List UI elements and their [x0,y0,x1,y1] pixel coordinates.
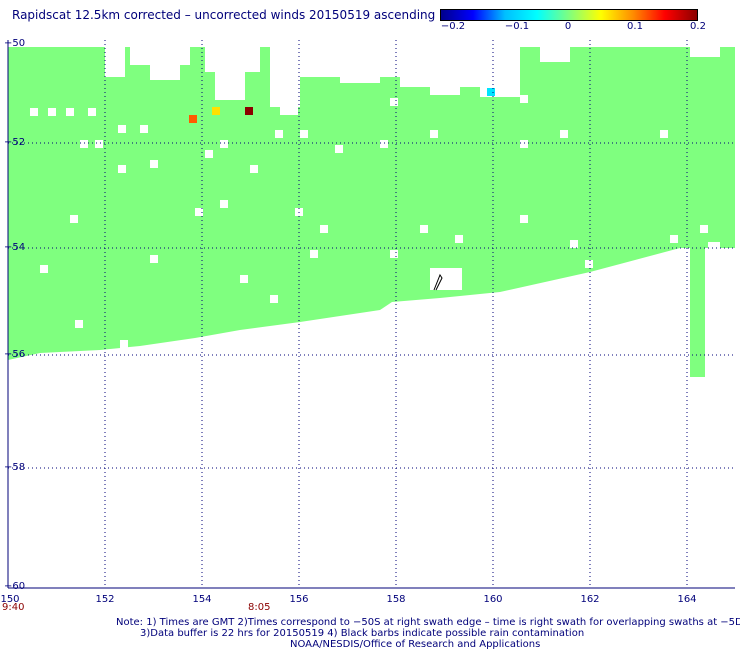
data-pixel [487,88,495,96]
swath-area [8,47,735,377]
lat-label: −60 [4,581,26,592]
data-pixel [212,107,220,115]
data-gaps [30,47,720,348]
note-line-2: 3)Data buffer is 22 hrs for 20150519 4) … [140,628,585,639]
colorbar-tick: 0.2 [690,21,706,32]
note-line-3: NOAA/NESDIS/Office of Research and Appli… [290,639,541,650]
grid-lines [8,40,735,588]
map-title: Rapidscat 12.5km corrected – uncorrected… [12,8,436,22]
lon-label: 160 [483,594,503,605]
time-label: 8:05 [248,602,271,613]
colorbar-tick: −0.2 [440,21,466,32]
data-pixel [189,115,197,123]
lat-label: −52 [4,137,26,148]
lat-label: −56 [4,349,26,360]
data-pixel [245,107,253,115]
lon-label: 152 [95,594,115,605]
time-label: 9:40 [2,602,25,613]
note-line-1: Note: 1) Times are GMT 2)Times correspon… [116,617,740,628]
lon-label: 164 [677,594,697,605]
lon-label: 154 [192,594,212,605]
colorbar [440,9,698,21]
rain-barb [433,273,443,291]
lat-label: −58 [4,462,26,473]
lon-label: 156 [289,594,309,605]
colorbar-gradient [441,10,697,20]
lon-label: 158 [386,594,406,605]
lon-label: 162 [580,594,600,605]
wind-swath [8,47,735,377]
lat-label: −50 [4,38,26,49]
colorbar-tick: −0.1 [504,21,530,32]
map-frame [7,40,735,589]
lat-label: −54 [4,242,26,253]
lon-label: 150 [0,594,20,605]
colorbar-tick: 0 [564,21,572,32]
colorbar-tick: 0.1 [627,21,643,32]
